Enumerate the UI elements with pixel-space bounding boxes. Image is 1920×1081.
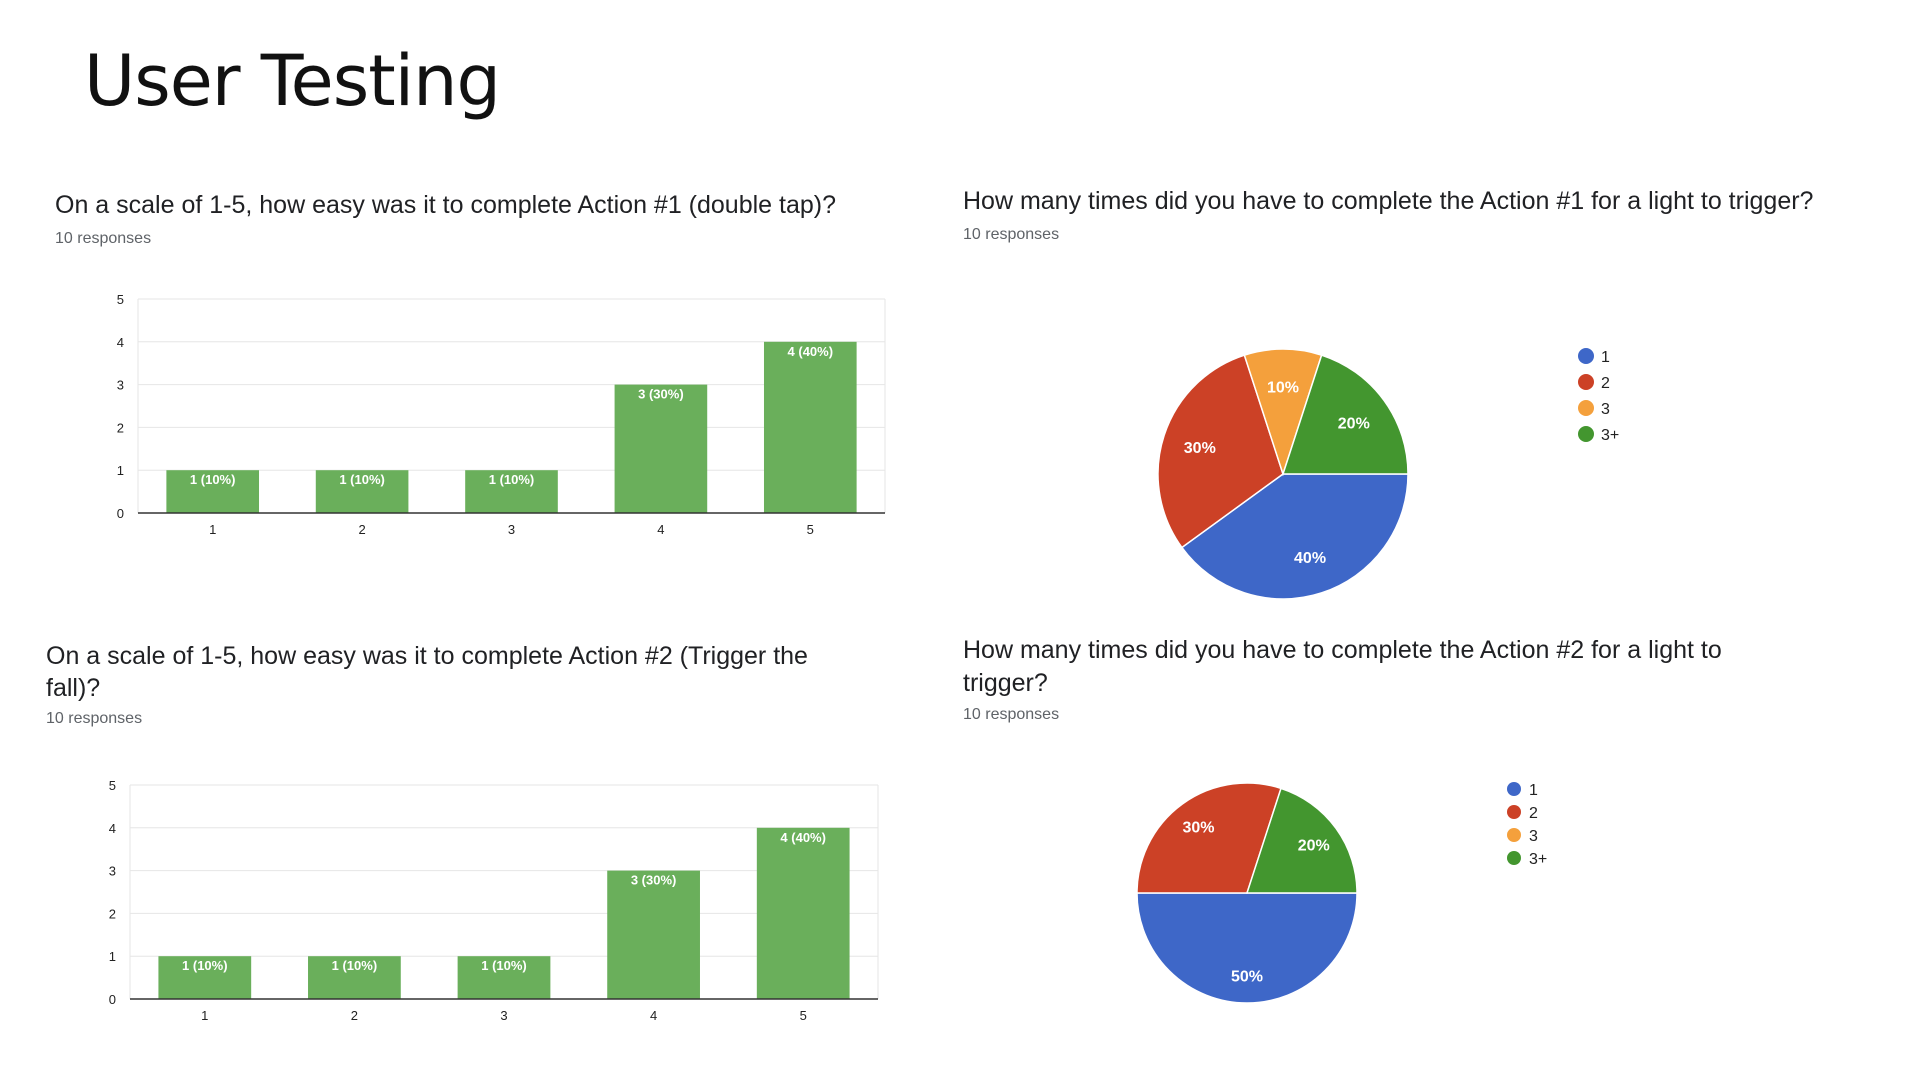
x-tick-label: 3 — [500, 1008, 507, 1023]
y-tick-label: 1 — [117, 463, 124, 478]
pie-slice — [1245, 787, 1358, 894]
question-title: How many times did you have to complete … — [963, 636, 1722, 697]
legend-marker — [1507, 851, 1521, 865]
pie-slice — [1180, 473, 1409, 600]
y-tick-label: 3 — [117, 378, 124, 393]
bar-data-label: 1 (10%) — [182, 958, 228, 973]
x-tick-label: 2 — [358, 522, 365, 537]
x-tick-label: 5 — [807, 522, 814, 537]
pie-data-label: 30% — [1182, 819, 1214, 836]
x-tick-label: 5 — [800, 1008, 807, 1023]
x-tick-label: 1 — [201, 1008, 208, 1023]
bar-data-label: 1 (10%) — [481, 958, 527, 973]
pie-slice — [1157, 354, 1284, 549]
bar — [158, 956, 252, 999]
x-tick-label: 3 — [508, 522, 515, 537]
legend-label: 3 — [1529, 828, 1538, 845]
bar-data-label: 1 (10%) — [339, 472, 385, 487]
y-tick-label: 2 — [117, 420, 124, 435]
y-tick-label: 2 — [109, 906, 116, 921]
legend-marker — [1578, 426, 1594, 442]
x-tick-label: 4 — [650, 1008, 657, 1023]
response-count: 10 responses — [55, 230, 152, 247]
panel-action1-attempts: How many times did you have to complete … — [963, 182, 1863, 244]
bar-data-label: 4 (40%) — [780, 830, 826, 845]
response-count: 10 responses — [46, 710, 143, 727]
legend-label: 1 — [1529, 782, 1538, 799]
pie-slice — [1136, 892, 1358, 1004]
panel-action1-ease: On a scale of 1-5, how easy was it to co… — [55, 186, 895, 248]
legend-marker — [1507, 782, 1521, 796]
x-tick-label: 2 — [351, 1008, 358, 1023]
pie-data-label: 10% — [1267, 380, 1299, 397]
bar-data-label: 3 (30%) — [638, 387, 684, 402]
legend-label: 3+ — [1601, 427, 1619, 444]
bar-data-label: 1 (10%) — [190, 472, 236, 487]
bar — [308, 956, 401, 999]
bar — [465, 470, 558, 513]
legend-label: 3+ — [1529, 851, 1547, 868]
legend-label: 3 — [1601, 401, 1610, 418]
bar — [457, 956, 551, 999]
y-tick-label: 1 — [109, 949, 116, 964]
pie-data-label: 20% — [1338, 416, 1370, 433]
bar — [607, 870, 700, 999]
bar-data-label: 1 (10%) — [332, 958, 378, 973]
legend-marker — [1578, 374, 1594, 390]
y-tick-label: 0 — [109, 992, 116, 1007]
y-tick-label: 0 — [117, 506, 124, 521]
legend-marker — [1578, 348, 1594, 364]
y-tick-label: 4 — [117, 335, 124, 350]
pie-data-label: 50% — [1231, 969, 1263, 986]
x-tick-label: 4 — [657, 522, 664, 537]
bar-data-label: 4 (40%) — [788, 344, 834, 359]
pie-slice — [1136, 782, 1282, 894]
y-tick-label: 4 — [109, 821, 116, 836]
x-tick-label: 1 — [209, 522, 216, 537]
bar — [315, 470, 409, 513]
pie-slice — [1281, 354, 1409, 475]
bar — [614, 384, 708, 513]
pie-slice — [1243, 348, 1323, 477]
y-tick-label: 5 — [109, 778, 116, 793]
panel-action2-ease: On a scale of 1-5, how easy was it to co… — [46, 640, 826, 728]
bar-data-label: 1 (10%) — [489, 472, 535, 487]
bar — [756, 827, 850, 999]
bar — [763, 341, 857, 513]
legend-label: 2 — [1601, 375, 1610, 392]
question-title: On a scale of 1-5, how easy was it to co… — [46, 642, 808, 702]
pie-data-label: 40% — [1294, 550, 1326, 567]
bar — [166, 470, 260, 513]
pie-data-label: 30% — [1184, 440, 1216, 457]
bar-data-label: 3 (30%) — [631, 873, 677, 888]
legend-marker — [1578, 400, 1594, 416]
legend-marker — [1507, 828, 1521, 842]
y-tick-label: 5 — [117, 292, 124, 307]
legend-label: 1 — [1601, 349, 1610, 366]
panel-action2-attempts: How many times did you have to complete … — [963, 634, 1743, 724]
pie-data-label: 20% — [1298, 838, 1330, 855]
legend-marker — [1507, 805, 1521, 819]
y-tick-label: 3 — [109, 864, 116, 879]
question-title: On a scale of 1-5, how easy was it to co… — [55, 191, 836, 219]
response-count: 10 responses — [963, 226, 1060, 243]
response-count: 10 responses — [963, 706, 1060, 723]
legend-label: 2 — [1529, 805, 1538, 822]
slide-title: User Testing — [84, 40, 501, 122]
question-title: How many times did you have to complete … — [963, 187, 1814, 215]
